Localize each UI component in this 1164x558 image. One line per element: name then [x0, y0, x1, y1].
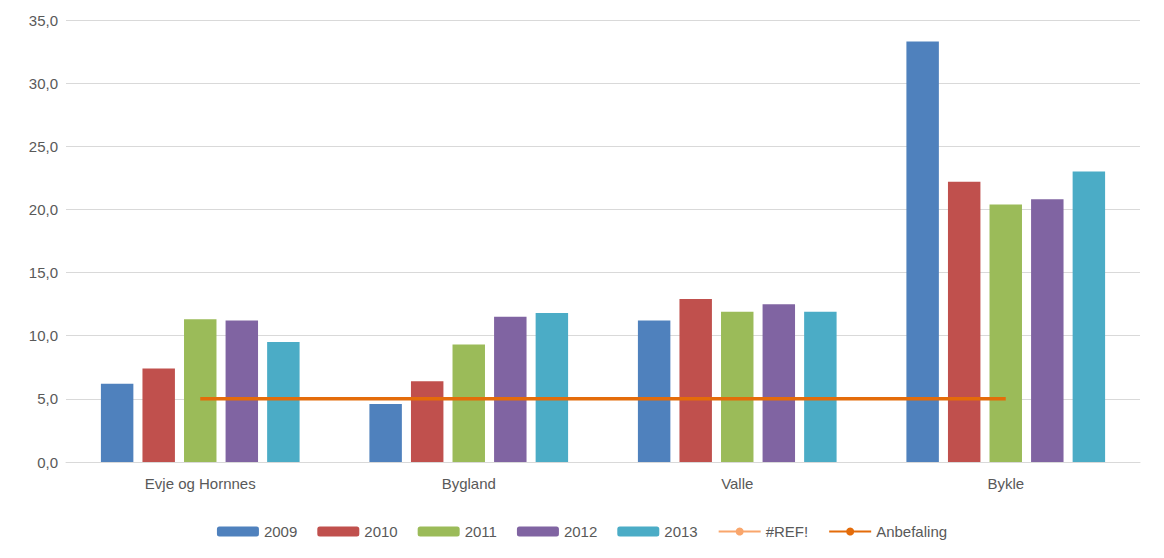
svg-text:2012: 2012: [564, 523, 597, 540]
svg-text:30,0: 30,0: [29, 75, 58, 92]
svg-text:Bygland: Bygland: [442, 475, 496, 492]
svg-text:2010: 2010: [364, 523, 397, 540]
svg-text:0,0: 0,0: [37, 454, 58, 471]
svg-text:Evje og Hornnes: Evje og Hornnes: [145, 475, 256, 492]
svg-text:Valle: Valle: [721, 475, 753, 492]
svg-text:5,0: 5,0: [37, 390, 58, 407]
svg-text:15,0: 15,0: [29, 264, 58, 281]
svg-text:25,0: 25,0: [29, 138, 58, 155]
svg-text:2009: 2009: [264, 523, 297, 540]
svg-text:#REF!: #REF!: [766, 523, 809, 540]
svg-text:Anbefaling: Anbefaling: [876, 523, 947, 540]
svg-text:2013: 2013: [664, 523, 697, 540]
svg-text:10,0: 10,0: [29, 327, 58, 344]
svg-text:20,0: 20,0: [29, 201, 58, 218]
svg-text:Bykle: Bykle: [987, 475, 1024, 492]
svg-text:35,0: 35,0: [29, 12, 58, 29]
svg-text:2011: 2011: [465, 523, 497, 540]
